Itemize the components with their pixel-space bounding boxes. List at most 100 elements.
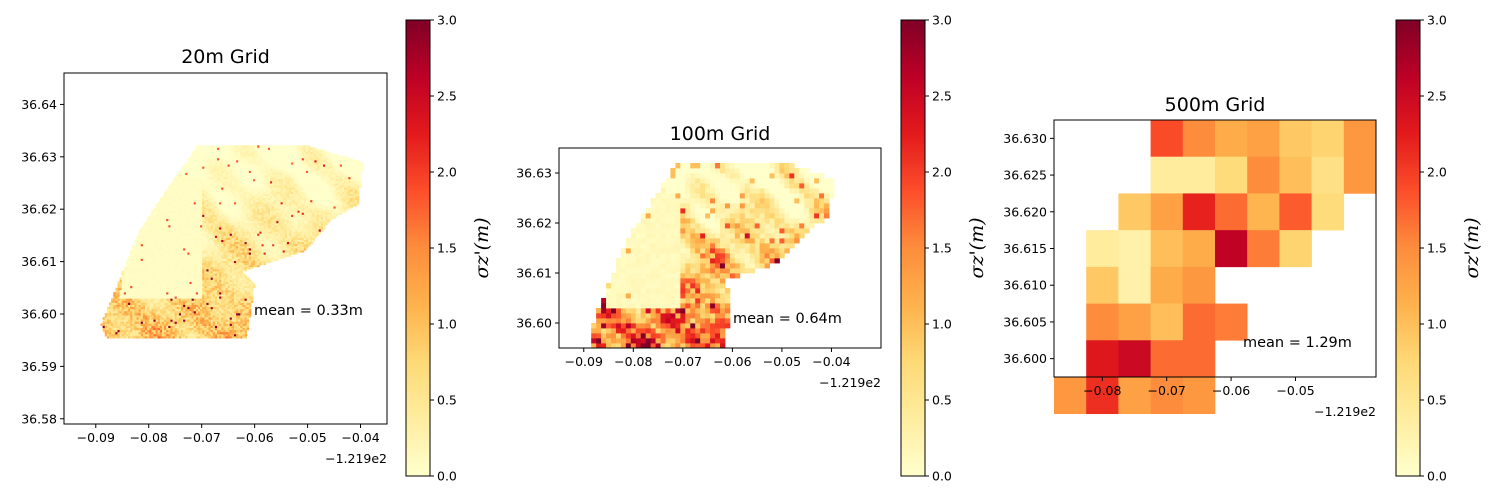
heatmap-cell xyxy=(191,210,195,213)
heatmap-cell xyxy=(195,224,199,228)
heatmap-cell xyxy=(204,294,207,297)
heatmap-cell xyxy=(166,258,169,261)
heatmap-cell xyxy=(208,197,212,201)
heatmap-cell xyxy=(128,268,131,272)
heatmap-cell xyxy=(168,296,171,299)
heatmap-cell xyxy=(221,166,224,169)
heatmap-cell xyxy=(172,187,176,190)
heatmap-cell xyxy=(134,323,137,326)
heatmap-cell xyxy=(219,298,222,301)
heatmap-cell xyxy=(176,315,180,318)
heatmap-cell xyxy=(217,306,220,310)
heatmap-cell xyxy=(246,247,250,251)
heatmap-cell xyxy=(200,291,203,295)
heatmap-cell xyxy=(174,191,178,194)
heatmap-cell xyxy=(172,241,176,245)
heatmap-cell xyxy=(193,159,197,163)
heatmap-cell xyxy=(153,229,157,232)
heatmap-cell xyxy=(242,172,245,176)
heatmap-cell xyxy=(181,296,184,299)
heatmap-cell xyxy=(242,250,245,253)
heatmap-cell xyxy=(183,233,186,236)
heatmap-cell xyxy=(176,296,180,299)
heatmap-cell xyxy=(153,312,157,316)
heatmap-cell xyxy=(214,237,218,240)
heatmap-cell xyxy=(178,273,182,276)
heatmap-cell xyxy=(174,237,178,240)
heatmap-cell xyxy=(217,258,220,261)
heatmap-cell xyxy=(125,331,129,335)
heatmap-cell xyxy=(191,208,195,211)
heatmap-cell xyxy=(240,281,243,284)
heatmap-cell xyxy=(195,220,199,224)
heatmap-cell xyxy=(248,256,252,259)
heatmap-cell xyxy=(246,262,250,266)
heatmap-cell xyxy=(164,287,167,291)
heatmap-cell xyxy=(242,266,245,270)
heatmap-cell xyxy=(151,262,154,266)
heatmap-cell xyxy=(181,214,184,217)
heatmap-cell xyxy=(115,298,118,301)
heatmap-cell xyxy=(164,199,167,203)
heatmap-cell xyxy=(159,224,163,228)
heatmap-cell xyxy=(240,310,243,314)
heatmap-cell xyxy=(227,216,231,220)
heatmap-cell xyxy=(166,287,169,291)
heatmap-cell xyxy=(210,327,214,331)
heatmap-cell xyxy=(246,283,250,287)
heatmap-cell xyxy=(246,214,250,217)
heatmap-cell xyxy=(253,241,256,245)
heatmap-cell xyxy=(166,210,169,213)
heatmap-cell xyxy=(223,224,226,228)
heatmap-cell xyxy=(189,195,193,199)
heatmap-cell xyxy=(229,210,233,213)
heatmap-cell xyxy=(227,254,231,257)
heatmap-cell xyxy=(248,162,252,165)
heatmap-cell xyxy=(145,250,148,253)
heatmap-cell xyxy=(181,319,184,322)
heatmap-cell xyxy=(109,319,112,322)
heatmap-cell xyxy=(250,203,254,207)
heatmap-cell xyxy=(223,153,226,157)
heatmap-cell xyxy=(248,304,252,308)
heatmap-cell xyxy=(155,308,159,312)
heatmap-cell xyxy=(229,162,233,165)
heatmap-cell xyxy=(189,310,193,314)
heatmap-cell xyxy=(200,189,203,192)
heatmap-cell xyxy=(174,266,178,270)
heatmap-cell xyxy=(111,312,114,316)
heatmap-cell xyxy=(191,187,195,190)
heatmap-cell xyxy=(155,252,159,255)
heatmap-cell xyxy=(145,233,148,236)
heatmap-cell xyxy=(233,193,237,196)
heatmap-cell xyxy=(210,162,214,165)
heatmap-cell xyxy=(151,321,154,324)
heatmap-cell xyxy=(257,250,260,253)
heatmap-cell xyxy=(219,153,222,157)
heatmap-cell xyxy=(193,157,197,161)
heatmap-cell xyxy=(223,218,226,222)
heatmap-cell xyxy=(195,243,199,247)
heatmap-cell xyxy=(111,325,114,329)
heatmap-cell xyxy=(225,220,229,224)
heatmap-cell xyxy=(231,329,235,333)
heatmap-cell xyxy=(170,275,173,278)
heatmap-cell xyxy=(242,178,245,182)
heatmap-cell xyxy=(221,193,224,196)
heatmap-cell xyxy=(248,287,252,291)
heatmap-cell xyxy=(125,283,129,287)
heatmap-cell xyxy=(240,271,243,274)
heatmap-cell xyxy=(206,197,209,201)
heatmap-cell xyxy=(200,306,203,310)
heatmap-cell xyxy=(147,252,150,255)
heatmap-cell xyxy=(151,239,154,243)
heatmap-cell xyxy=(189,239,193,243)
heatmap-cell xyxy=(187,212,190,215)
heatmap-cell xyxy=(155,254,159,257)
heatmap-cell xyxy=(212,317,216,320)
heatmap-cell xyxy=(178,233,182,236)
heatmap-cell xyxy=(140,325,144,329)
heatmap-cell xyxy=(229,260,233,264)
heatmap-cell xyxy=(147,296,150,299)
heatmap-cell xyxy=(250,250,254,253)
